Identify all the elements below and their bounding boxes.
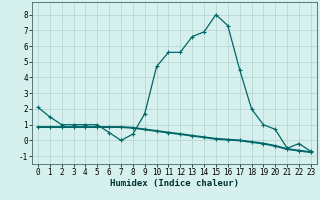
X-axis label: Humidex (Indice chaleur): Humidex (Indice chaleur)	[110, 179, 239, 188]
